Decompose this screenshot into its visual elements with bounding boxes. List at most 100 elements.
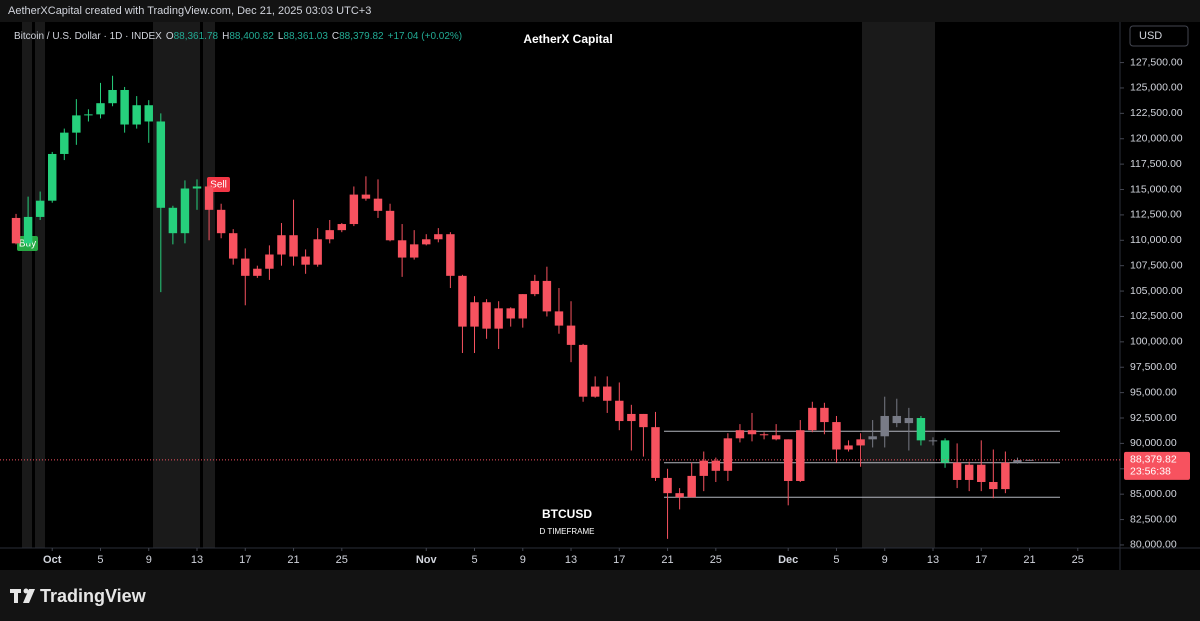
candle-body (771, 435, 781, 440)
x-tick-label: 9 (520, 554, 526, 566)
candle-body (735, 430, 745, 439)
candle-body (856, 439, 865, 446)
candle-body (964, 464, 974, 480)
candle-body (590, 386, 600, 397)
candle-body (554, 311, 564, 326)
candle-body (241, 258, 250, 276)
y-tick-label: 117,500.00 (1130, 158, 1182, 170)
ohlc-key: C (332, 31, 339, 42)
watermark-symbol: BTCUSD (542, 507, 592, 521)
currency-label[interactable]: USD (1139, 30, 1162, 42)
ohlc-key: H (222, 31, 229, 42)
candle-body (216, 209, 226, 234)
y-tick-label: 80,000.00 (1130, 539, 1177, 551)
candle-body (446, 234, 455, 276)
candle-body (651, 427, 660, 478)
candle-body (337, 224, 347, 231)
x-tick-label: 17 (613, 554, 625, 566)
session-band (153, 22, 200, 548)
candle-body (820, 407, 829, 423)
candle-body (578, 344, 588, 397)
session-band (22, 22, 32, 548)
countdown: 23:56:38 (1130, 466, 1171, 478)
x-tick-label: 13 (191, 554, 203, 566)
sell-label: Sell (210, 180, 227, 191)
change: +17.04 (+0.02%) (388, 31, 463, 42)
x-tick-label: Nov (416, 554, 438, 566)
candle-body (783, 439, 793, 481)
x-tick-label: 9 (146, 554, 152, 566)
candle-body (84, 114, 93, 116)
candle-body (530, 280, 540, 295)
candle-body (747, 430, 757, 435)
y-tick-label: 122,500.00 (1130, 107, 1183, 119)
y-tick-label: 125,000.00 (1130, 82, 1183, 94)
y-tick-label: 110,000.00 (1130, 234, 1182, 246)
candle-body (892, 415, 902, 424)
x-tick-label: 25 (336, 554, 348, 566)
candle-body (385, 210, 395, 241)
x-tick-label: 25 (710, 554, 722, 566)
candle-body (880, 415, 889, 437)
ohlc-value: 88,400.82 (229, 31, 274, 42)
candle-body (506, 308, 515, 319)
last-price-label: 88,379.82 (1130, 454, 1177, 466)
candle-body (566, 325, 576, 345)
candle-body (192, 186, 202, 189)
y-tick-label: 85,000.00 (1130, 488, 1177, 500)
x-tick-label: 17 (239, 554, 251, 566)
candle-body (989, 481, 998, 490)
ohlc-key: L (278, 31, 284, 42)
y-tick-label: 97,500.00 (1130, 361, 1177, 373)
candle-body (60, 132, 69, 154)
candle-body (180, 188, 190, 234)
logo (10, 588, 35, 603)
candle-body (759, 434, 769, 436)
candle-body (132, 105, 141, 125)
candle-body (301, 256, 310, 265)
x-tick-label: 9 (882, 554, 888, 566)
candle-body (277, 235, 286, 255)
x-tick-label: 25 (1072, 554, 1084, 566)
candle-body (928, 440, 938, 442)
candle-body (23, 216, 33, 244)
candle-body (518, 294, 527, 319)
candle-body (952, 462, 962, 480)
candle-body (120, 89, 129, 125)
candle-body (144, 105, 153, 122)
y-tick-label: 115,000.00 (1130, 183, 1182, 195)
x-tick-label: 5 (471, 554, 477, 566)
candle-body (844, 445, 853, 450)
candle-body (325, 230, 334, 240)
candle-body (458, 275, 467, 327)
candle-body (832, 422, 841, 450)
candle-body (868, 436, 877, 440)
candle-body (470, 302, 479, 327)
candle-body (422, 239, 431, 245)
x-tick-label: 21 (1023, 554, 1035, 566)
ohlc-value: 88,361.03 (283, 31, 328, 42)
candle-body (977, 464, 986, 482)
candle-body (108, 89, 117, 104)
x-tick-label: 13 (565, 554, 577, 566)
y-tick-label: 127,500.00 (1130, 56, 1183, 68)
currency-button[interactable] (1129, 25, 1189, 47)
candle-body (289, 235, 298, 257)
candle-body (627, 413, 636, 422)
x-tick-label: 5 (833, 554, 839, 566)
candle-body (1013, 460, 1022, 463)
candle-body (204, 186, 214, 210)
candle-body (723, 438, 733, 471)
candle-body (916, 418, 926, 441)
y-tick-label: 112,500.00 (1130, 209, 1182, 221)
candle-body (349, 194, 359, 225)
y-tick-label: 82,500.00 (1130, 513, 1177, 525)
y-tick-label: 90,000.00 (1130, 437, 1177, 449)
x-tick-label: 21 (661, 554, 673, 566)
x-tick-label: 17 (975, 554, 987, 566)
buy-label: Buy (19, 239, 36, 250)
candle-body (409, 244, 419, 258)
brand: TradingView (40, 586, 147, 606)
logo-mark (14, 589, 18, 603)
